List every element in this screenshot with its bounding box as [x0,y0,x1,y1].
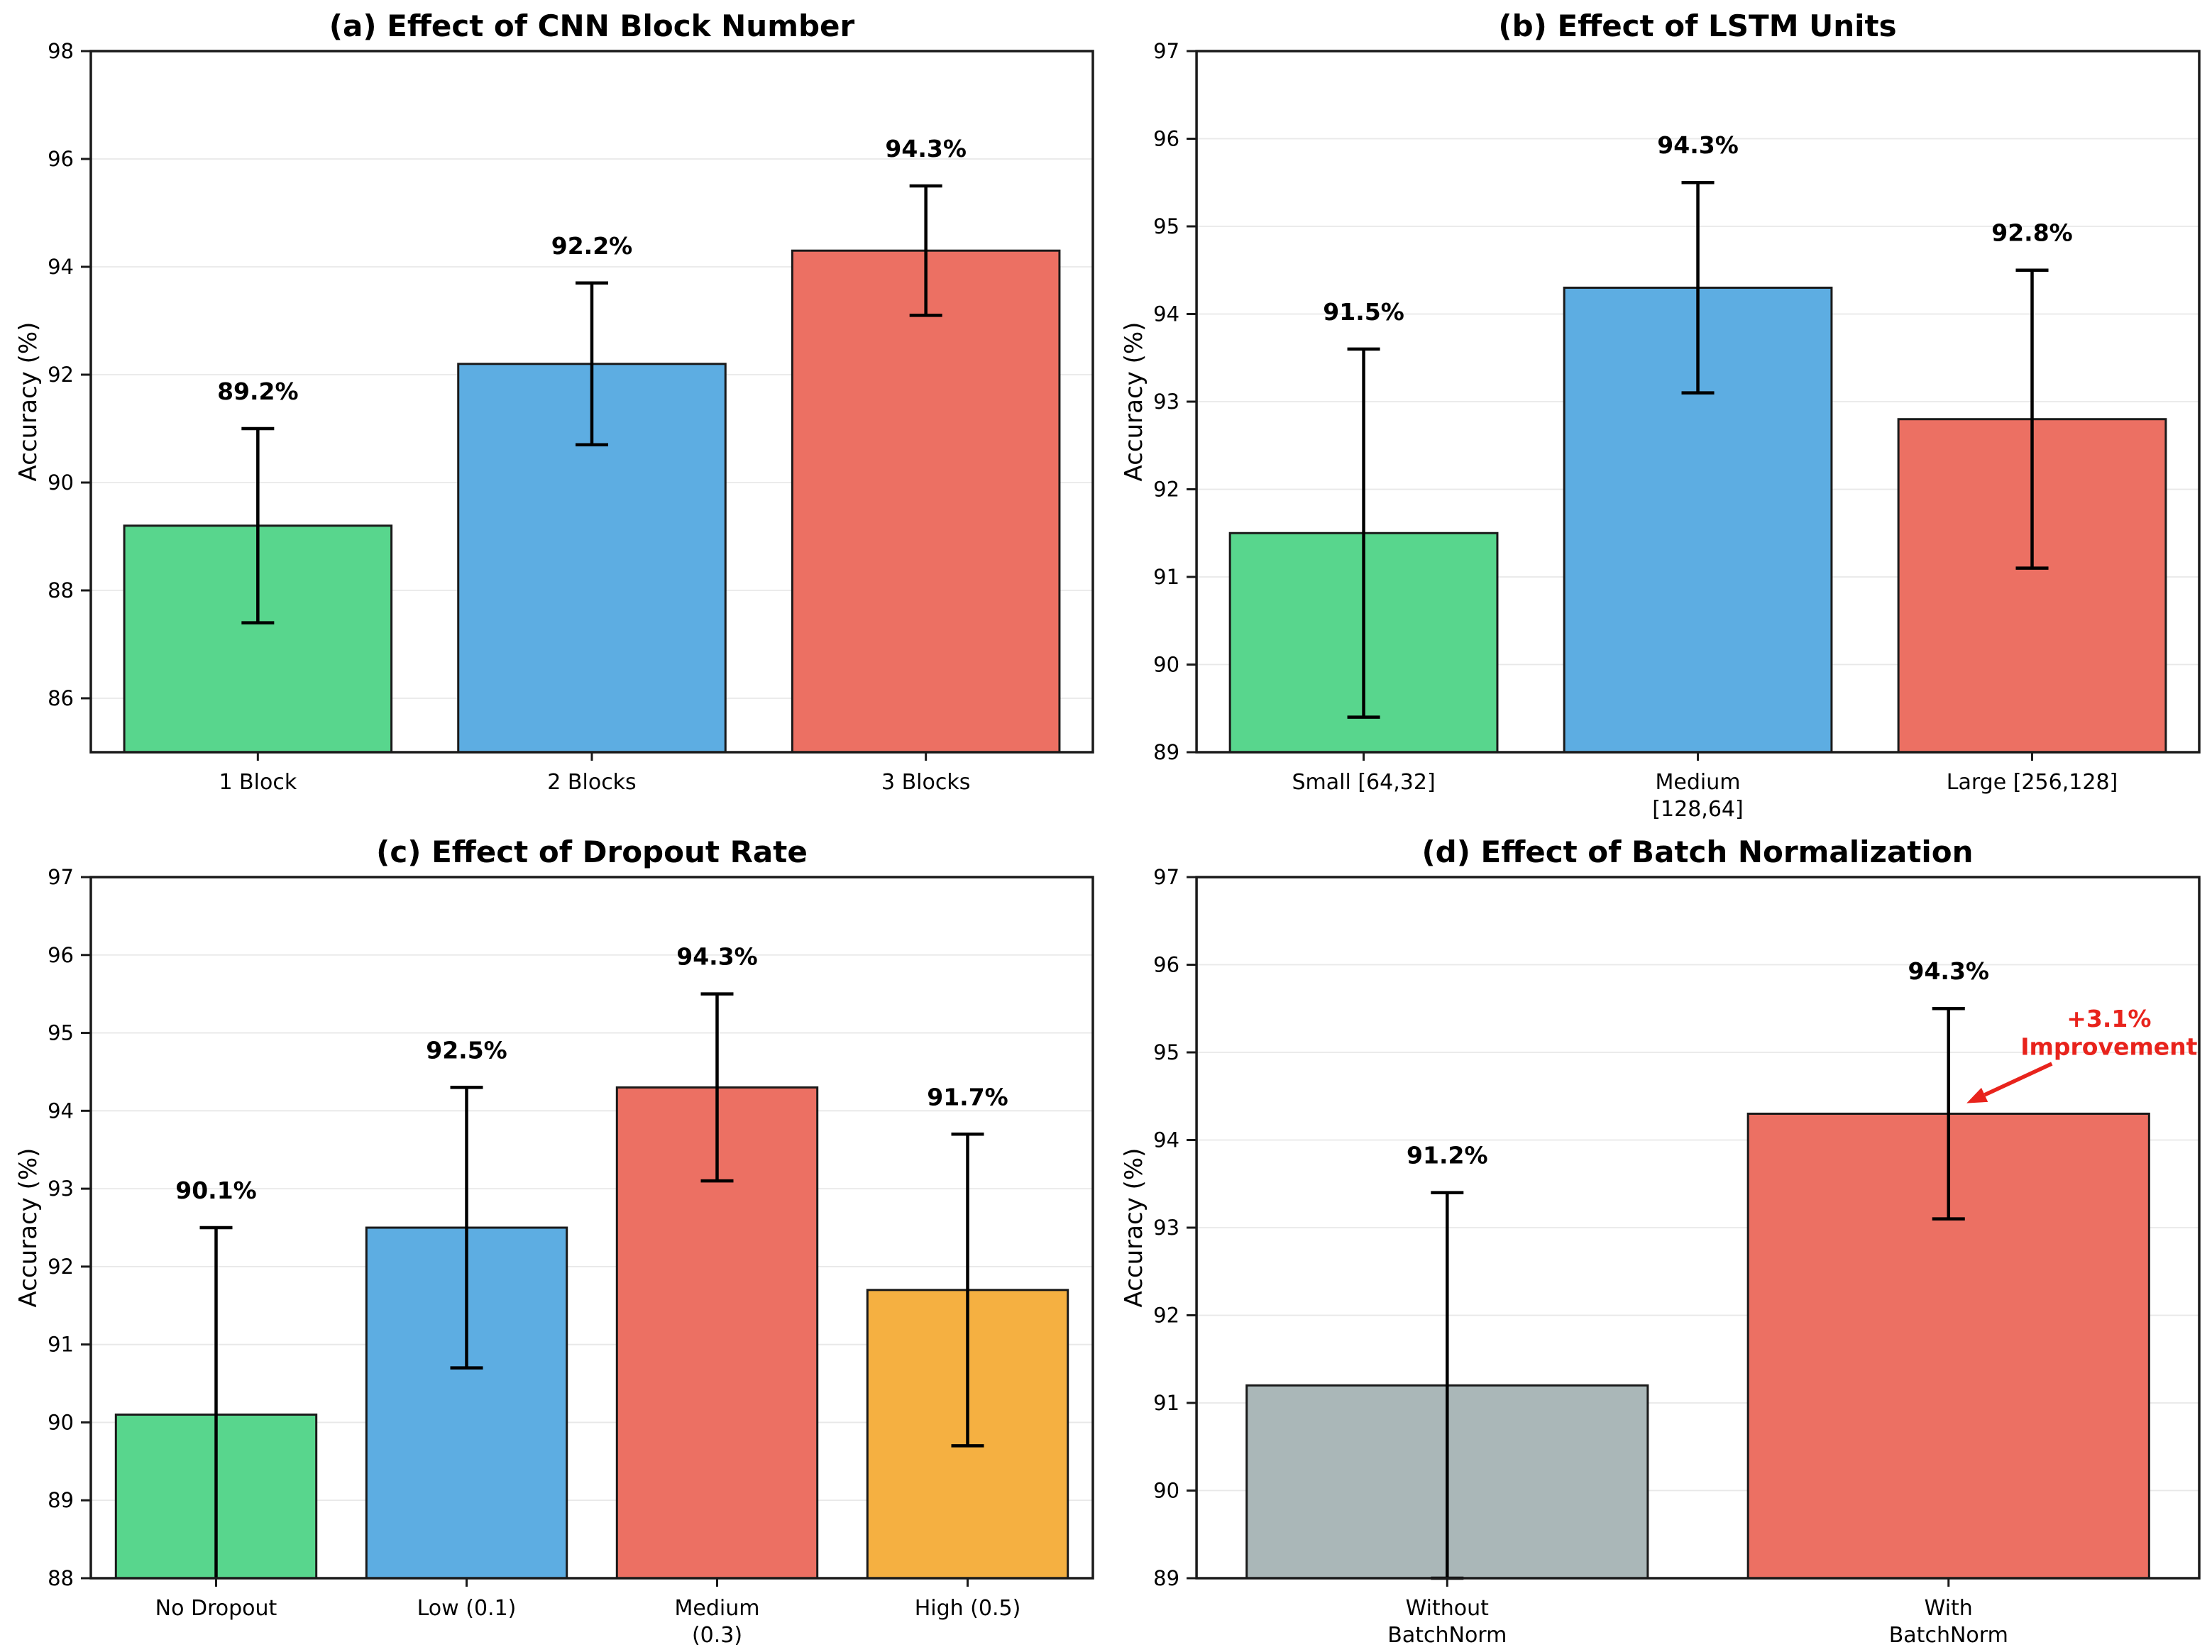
x-tick-label: 3 Blocks [881,770,970,795]
chart-plot-area: 91.5% 94.3% 92.8% 89 90 91 92 93 94 95 96 97 Small [… [1153,39,2201,822]
bar-value-label: 94.3% [1908,957,1989,985]
x-tick-label: High (0.5) [915,1596,1021,1621]
x-tick-label: Without [1406,1596,1490,1621]
chart-title: (c) Effect of Dropout Rate [376,835,808,869]
y-tick-label: 90 [48,470,74,495]
x-tick-label: Large [256,128] [1947,770,2118,795]
y-tick-label: 96 [1153,953,1179,977]
bar-value-label: 91.2% [1407,1142,1488,1169]
y-tick-label: 91 [1153,1391,1179,1415]
y-tick-label: 88 [48,1566,74,1590]
y-tick-label: 90 [48,1410,74,1434]
chart-title: (a) Effect of CNN Block Number [329,9,855,43]
annotation-arrow-line [1983,1062,2053,1097]
y-tick-label: 94 [1153,302,1179,326]
y-tick-label: 90 [1153,1479,1179,1503]
bar-3-blocks [791,249,1061,754]
y-tick-label: 97 [48,865,74,889]
y-tick-label: 91 [1153,565,1179,589]
y-tick-label: 95 [1153,214,1179,238]
annotation-text: +3.1% [2067,1005,2151,1032]
y-tick-label: 92 [1153,1304,1179,1328]
y-tick-label: 88 [48,578,74,602]
x-tick-label: Small [64,32] [1292,770,1435,795]
y-tick-label: 93 [1153,1216,1179,1240]
y-tick-label: 96 [1153,127,1179,151]
annotation-text: Improvement [2020,1033,2197,1061]
x-tick-label: [128,64] [1652,797,1743,822]
chart-plot-area: 91.2%94.3%899091929394959697WithoutBatch… [1153,865,2201,1648]
x-tick-label: 1 Block [219,770,297,795]
bar-value-label: 89.2% [217,378,299,405]
y-tick-label: 97 [1153,39,1179,63]
bar-value-label: 92.8% [1991,219,2073,247]
y-tick-label: 92 [48,1255,74,1279]
y-tick-label: 93 [1153,390,1179,414]
chart-dropout-rate: (c) Effect of Dropout Rate Accuracy (%) … [0,826,1106,1652]
bar-value-label: 90.1% [175,1177,257,1204]
y-tick-label: 90 [1153,653,1179,677]
y-tick-label: 89 [1153,740,1179,764]
plot-border [89,876,1094,1580]
bar-value-label: 94.3% [885,135,967,163]
y-tick-label: 89 [48,1488,74,1512]
x-tick-label: No Dropout [155,1596,277,1621]
y-tick-label: 92 [48,363,74,387]
y-tick-label: 98 [48,39,74,63]
y-tick-label: 94 [48,255,74,279]
annotation-arrow-head [1966,1087,1988,1103]
chart-plot-area: 89.2% 92.2% 94.3% 86 88 90 92 94 96 98 1 Block 2 Bl… [48,39,1094,795]
x-tick-label: With [1925,1596,1973,1621]
y-tick-label: 86 [48,686,74,710]
y-tick-label: 89 [1153,1566,1179,1590]
x-tick-label: Low (0.1) [417,1596,517,1621]
x-tick-label: Medium [675,1596,760,1621]
x-tick-label: Medium [1656,770,1741,795]
x-tick-label: BatchNorm [1889,1623,2008,1648]
bar-value-label: 94.3% [1657,131,1739,159]
x-tick-label: (0.3) [692,1623,742,1648]
chart-title: (b) Effect of LSTM Units [1498,9,1897,43]
x-tick-label: 2 Blocks [547,770,636,795]
bar-value-label: 91.5% [1323,298,1404,326]
y-tick-label: 95 [48,1021,74,1045]
bar-value-label: 94.3% [676,943,758,971]
bar-value-label: 92.2% [551,232,633,260]
bar-value-label: 92.5% [426,1036,507,1064]
chart-lstm-units: (b) Effect of LSTM Units Accuracy (%) 91… [1106,0,2212,826]
chart-plot-area: 90.1% 92.5% 94.3% 91.7% 88 89 90 91 92 93 94 95 96 97… [48,865,1094,1648]
chart-batch-normalization: (d) Effect of Batch Normalization Accura… [1106,826,2212,1652]
y-tick-label: 96 [48,943,74,967]
chart-cnn-block-number: (a) Effect of CNN Block Number Accuracy … [0,0,1106,826]
y-tick-label: 93 [48,1177,74,1201]
x-tick-label: BatchNorm [1387,1623,1507,1648]
y-tick-label: 94 [1153,1128,1179,1152]
chart-title: (d) Effect of Batch Normalization [1421,835,1974,869]
y-tick-label: 91 [48,1333,74,1357]
y-tick-label: 96 [48,147,74,171]
y-tick-label: 97 [1153,865,1179,889]
y-tick-label: 92 [1153,478,1179,502]
y-tick-label: 95 [1153,1040,1179,1064]
bar-value-label: 91.7% [927,1083,1008,1111]
y-tick-label: 94 [48,1098,74,1123]
